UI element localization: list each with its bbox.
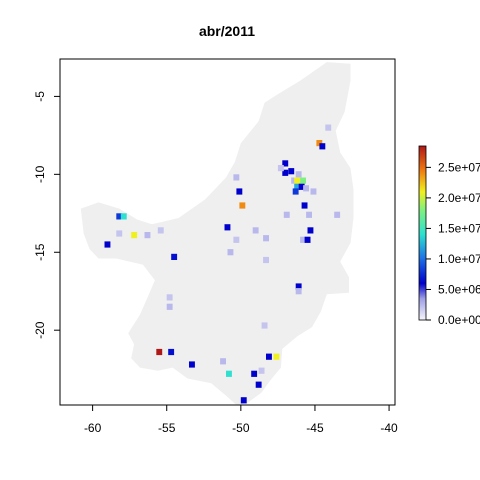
heat-cell — [316, 140, 323, 147]
heat-cell — [295, 288, 302, 295]
colorbar: 0.0e+00 5.0e+06 1.0e+07 1.5e+07 2.0e+07 2.5e+… — [418, 145, 480, 327]
heat-cell — [157, 227, 164, 234]
heat-cell — [273, 353, 280, 360]
heat-cell — [220, 358, 226, 365]
x-axis: -60 -55 -50 -45 -40 — [84, 404, 398, 435]
heat-cell — [258, 367, 265, 374]
heat-cell — [116, 213, 123, 220]
heat-cell — [166, 294, 173, 301]
heat-cell — [233, 174, 240, 181]
y-tick-label: -15 — [33, 243, 47, 261]
heat-cell — [166, 303, 173, 310]
heat-cell — [306, 211, 312, 218]
chart-title: abr/2011 — [199, 23, 255, 39]
x-tick-label: -45 — [306, 421, 324, 435]
heat-cell — [292, 188, 299, 195]
x-tick-label: -40 — [380, 421, 398, 435]
y-tick-label: -5 — [33, 91, 47, 102]
y-tick-label: -20 — [33, 321, 47, 339]
x-tick-label: -55 — [158, 421, 176, 435]
heat-cell — [319, 143, 326, 150]
heat-cell — [295, 171, 302, 178]
heat-cell — [104, 241, 111, 248]
heat-cell — [301, 202, 308, 209]
heat-cell — [263, 256, 269, 264]
heat-cell — [189, 361, 195, 368]
heat-cell — [252, 227, 259, 234]
heat-cell — [277, 165, 284, 172]
heat-cell — [294, 183, 301, 190]
heat-cell — [261, 322, 268, 329]
heat-cell — [283, 211, 290, 218]
colorbar-ticks: 0.0e+00 5.0e+06 1.0e+07 1.5e+07 2.0e+07 2.5e+… — [426, 160, 480, 327]
heat-cell — [131, 232, 138, 239]
colorbar-tick-label: 0.0e+00 — [438, 313, 480, 327]
heat-cell — [251, 370, 258, 377]
heat-cell — [298, 183, 305, 190]
colorbar-scale — [418, 145, 427, 321]
x-tick-label: -60 — [84, 421, 102, 435]
heat-cell — [255, 381, 262, 388]
heat-cell — [300, 177, 306, 184]
heat-cells — [104, 124, 341, 404]
heat-cell — [334, 211, 341, 218]
heat-cell — [239, 202, 246, 209]
heat-cell — [120, 213, 127, 220]
heat-cell — [282, 160, 289, 167]
region-map — [80, 62, 354, 405]
heat-cell — [325, 124, 332, 131]
colorbar-tick-label: 2.5e+07 — [438, 160, 480, 174]
heat-cell — [240, 397, 247, 404]
heat-cell — [226, 370, 232, 377]
x-tick-label: -50 — [232, 421, 250, 435]
heat-cell — [263, 235, 269, 242]
heat-cell — [236, 188, 243, 195]
colorbar-tick-label: 5.0e+06 — [438, 282, 480, 296]
heat-cell — [233, 236, 240, 243]
heat-cell — [144, 232, 151, 239]
heat-cell — [227, 249, 234, 256]
y-axis: -5 -10 -15 -20 — [33, 91, 61, 339]
heat-cell — [224, 224, 231, 231]
heat-cell — [171, 253, 178, 260]
heat-cell — [156, 348, 163, 356]
heat-cell — [288, 168, 295, 175]
heat-cell — [300, 236, 306, 243]
colorbar-tick-label: 2.0e+07 — [438, 191, 480, 205]
heat-cell — [295, 283, 302, 290]
heat-cell — [291, 177, 298, 184]
heat-cell — [304, 236, 311, 243]
colorbar-tick-label: 1.0e+07 — [438, 252, 480, 266]
heat-cell — [303, 185, 309, 192]
colorbar-tick-label: 1.5e+07 — [438, 221, 480, 235]
heat-cell — [310, 188, 317, 195]
heat-cell — [307, 227, 314, 234]
heat-cell — [266, 353, 272, 360]
heat-cell — [116, 230, 123, 237]
region-shape — [80, 62, 354, 405]
heat-cell — [168, 348, 175, 356]
heat-cell — [294, 177, 301, 184]
y-tick-label: -10 — [33, 165, 47, 183]
heat-cell — [282, 169, 289, 176]
